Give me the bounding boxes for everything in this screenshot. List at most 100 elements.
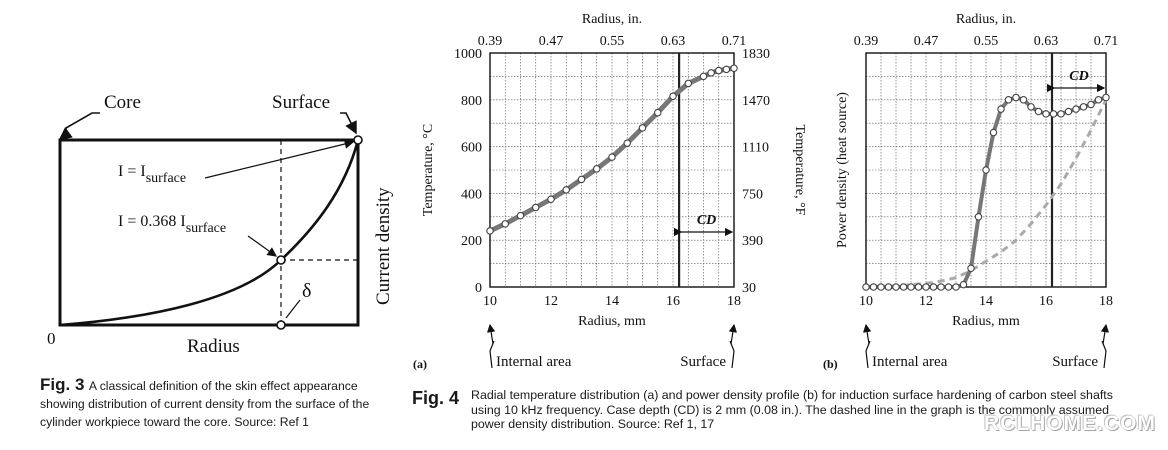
y2-tick-label: 750 xyxy=(742,187,763,202)
fig3-i-surface-label: I = Isurface xyxy=(118,163,186,186)
data-point xyxy=(1012,93,1020,102)
surface-arrow xyxy=(1100,323,1110,345)
data-point xyxy=(592,165,601,173)
x-tick-label: 18 xyxy=(1099,294,1113,309)
data-point xyxy=(722,65,731,74)
internal-area-arrow xyxy=(486,323,496,345)
assumed-distribution-dashed xyxy=(865,99,1108,289)
data-point xyxy=(1079,103,1088,111)
top-tick-label: 0.39 xyxy=(478,34,503,49)
top-tick-label: 0.63 xyxy=(1034,34,1059,49)
y-tick-label: 400 xyxy=(461,187,482,202)
y2-axis-title: Temperature, °F xyxy=(792,125,807,216)
case-depth-label: CD xyxy=(1069,69,1088,84)
data-point xyxy=(1004,96,1013,104)
figure-4-charts: 10 12 14 16 18 Radius, mm 0.39 0.47 0.55 0.63 0.71… xyxy=(413,12,1118,371)
fig3-surface-bracket xyxy=(340,112,357,135)
data-point xyxy=(907,283,915,291)
data-point xyxy=(982,166,990,174)
top-tick-label: 0.39 xyxy=(854,34,879,49)
fig3-surface-label: Surface xyxy=(272,92,330,113)
data-point xyxy=(577,175,586,184)
data-point xyxy=(974,213,983,221)
x-tick-label: 16 xyxy=(1039,294,1053,309)
x-axis-title: Radius, mm xyxy=(578,314,646,329)
data-point xyxy=(501,220,509,228)
fig3-zero-label: 0 xyxy=(47,329,56,348)
fig3-i-surface-arrow xyxy=(204,139,355,179)
data-point xyxy=(547,195,555,204)
surface-label: Surface xyxy=(1052,354,1098,370)
data-point xyxy=(944,283,953,291)
watermark-text: RCLHOME.COM xyxy=(984,412,1156,435)
surface-bracket xyxy=(1101,340,1107,369)
internal-area-bracket xyxy=(489,340,495,369)
data-point xyxy=(1072,105,1080,113)
data-point xyxy=(531,203,540,212)
fig3-i-0368-arrow xyxy=(247,235,277,257)
chart-panel-b: 10 12 14 16 18 Radius, mm 0.39 0.47 0.55 0.63 0.71… xyxy=(823,12,1118,371)
data-point xyxy=(914,283,923,291)
y2-tick-label: 1470 xyxy=(742,94,770,109)
y-axis-title: Power density (heat source) xyxy=(835,92,850,248)
internal-area-label: Internal area xyxy=(496,354,572,370)
figure-4-caption-text: Radial temperature distribution (a) and … xyxy=(471,388,1113,431)
data-point xyxy=(516,211,525,220)
data-point xyxy=(1087,100,1095,109)
x-axis-title: Radius, mm xyxy=(952,314,1020,329)
surface-bracket xyxy=(729,340,735,369)
x-tick-label: 18 xyxy=(727,294,741,309)
panel-label: (a) xyxy=(413,357,427,371)
data-point xyxy=(653,108,662,117)
y-tick-label: 1000 xyxy=(454,47,482,62)
figure-3-caption-text: A classical definition of the skin effec… xyxy=(40,379,370,429)
surface-arrow xyxy=(728,323,738,345)
internal-area-arrow xyxy=(862,323,872,345)
y-axis-title: Temperature, °C xyxy=(421,124,436,216)
data-point xyxy=(1049,110,1058,118)
data-point xyxy=(638,124,647,132)
figure-3-caption-number: Fig. 3 xyxy=(40,375,85,394)
fig3-delta-symbol: δ xyxy=(302,280,311,302)
fig3-delta-leader xyxy=(285,299,301,319)
y2-tick-label: 390 xyxy=(742,234,763,249)
fig3-frame xyxy=(58,138,360,327)
data-point xyxy=(684,79,692,88)
data-point xyxy=(997,105,1005,113)
figure-4-caption: Fig. 4 Radial temperature distribution (… xyxy=(412,388,1142,432)
y-tick-label: 200 xyxy=(461,234,482,249)
figure-3-caption: Fig. 3 A classical definition of the ski… xyxy=(40,375,395,431)
data-point xyxy=(1064,107,1073,116)
fig3-0368-point xyxy=(276,255,286,265)
data-point xyxy=(884,283,893,291)
data-point xyxy=(959,280,968,289)
y2-tick-label: 1830 xyxy=(742,47,770,62)
data-point xyxy=(877,283,885,291)
top-tick-label: 0.47 xyxy=(914,34,939,49)
data-point xyxy=(699,72,708,81)
data-point xyxy=(1034,107,1043,116)
y2-tick-label: 30 xyxy=(742,281,756,296)
fig3-current-curve xyxy=(59,139,360,327)
data-point xyxy=(967,264,975,273)
internal-area-label: Internal area xyxy=(872,354,948,370)
data-point xyxy=(623,139,631,147)
top-tick-label: 0.71 xyxy=(1094,34,1119,49)
data-point xyxy=(1027,103,1035,111)
fig3-delta-point xyxy=(276,320,286,330)
top-tick-label: 0.63 xyxy=(661,34,686,49)
data-point xyxy=(929,283,938,291)
surface-label: Surface xyxy=(680,354,726,370)
x-tick-label: 12 xyxy=(919,294,933,309)
top-tick-label: 0.55 xyxy=(600,34,625,49)
data-point xyxy=(892,283,900,291)
plot-frame xyxy=(489,52,735,288)
figure-4-caption-number: Fig. 4 xyxy=(412,388,460,408)
data-point xyxy=(869,283,878,291)
x-tick-label: 14 xyxy=(979,294,993,309)
chart-panel-a: 10 12 14 16 18 Radius, mm 0.39 0.47 0.55 0.63 0.71… xyxy=(413,12,807,371)
top-tick-label: 0.47 xyxy=(539,34,564,49)
fig3-i-0368-label: I = 0.368 Isurface xyxy=(118,213,226,236)
data-point xyxy=(1102,93,1110,102)
y-tick-label: 600 xyxy=(461,141,482,156)
